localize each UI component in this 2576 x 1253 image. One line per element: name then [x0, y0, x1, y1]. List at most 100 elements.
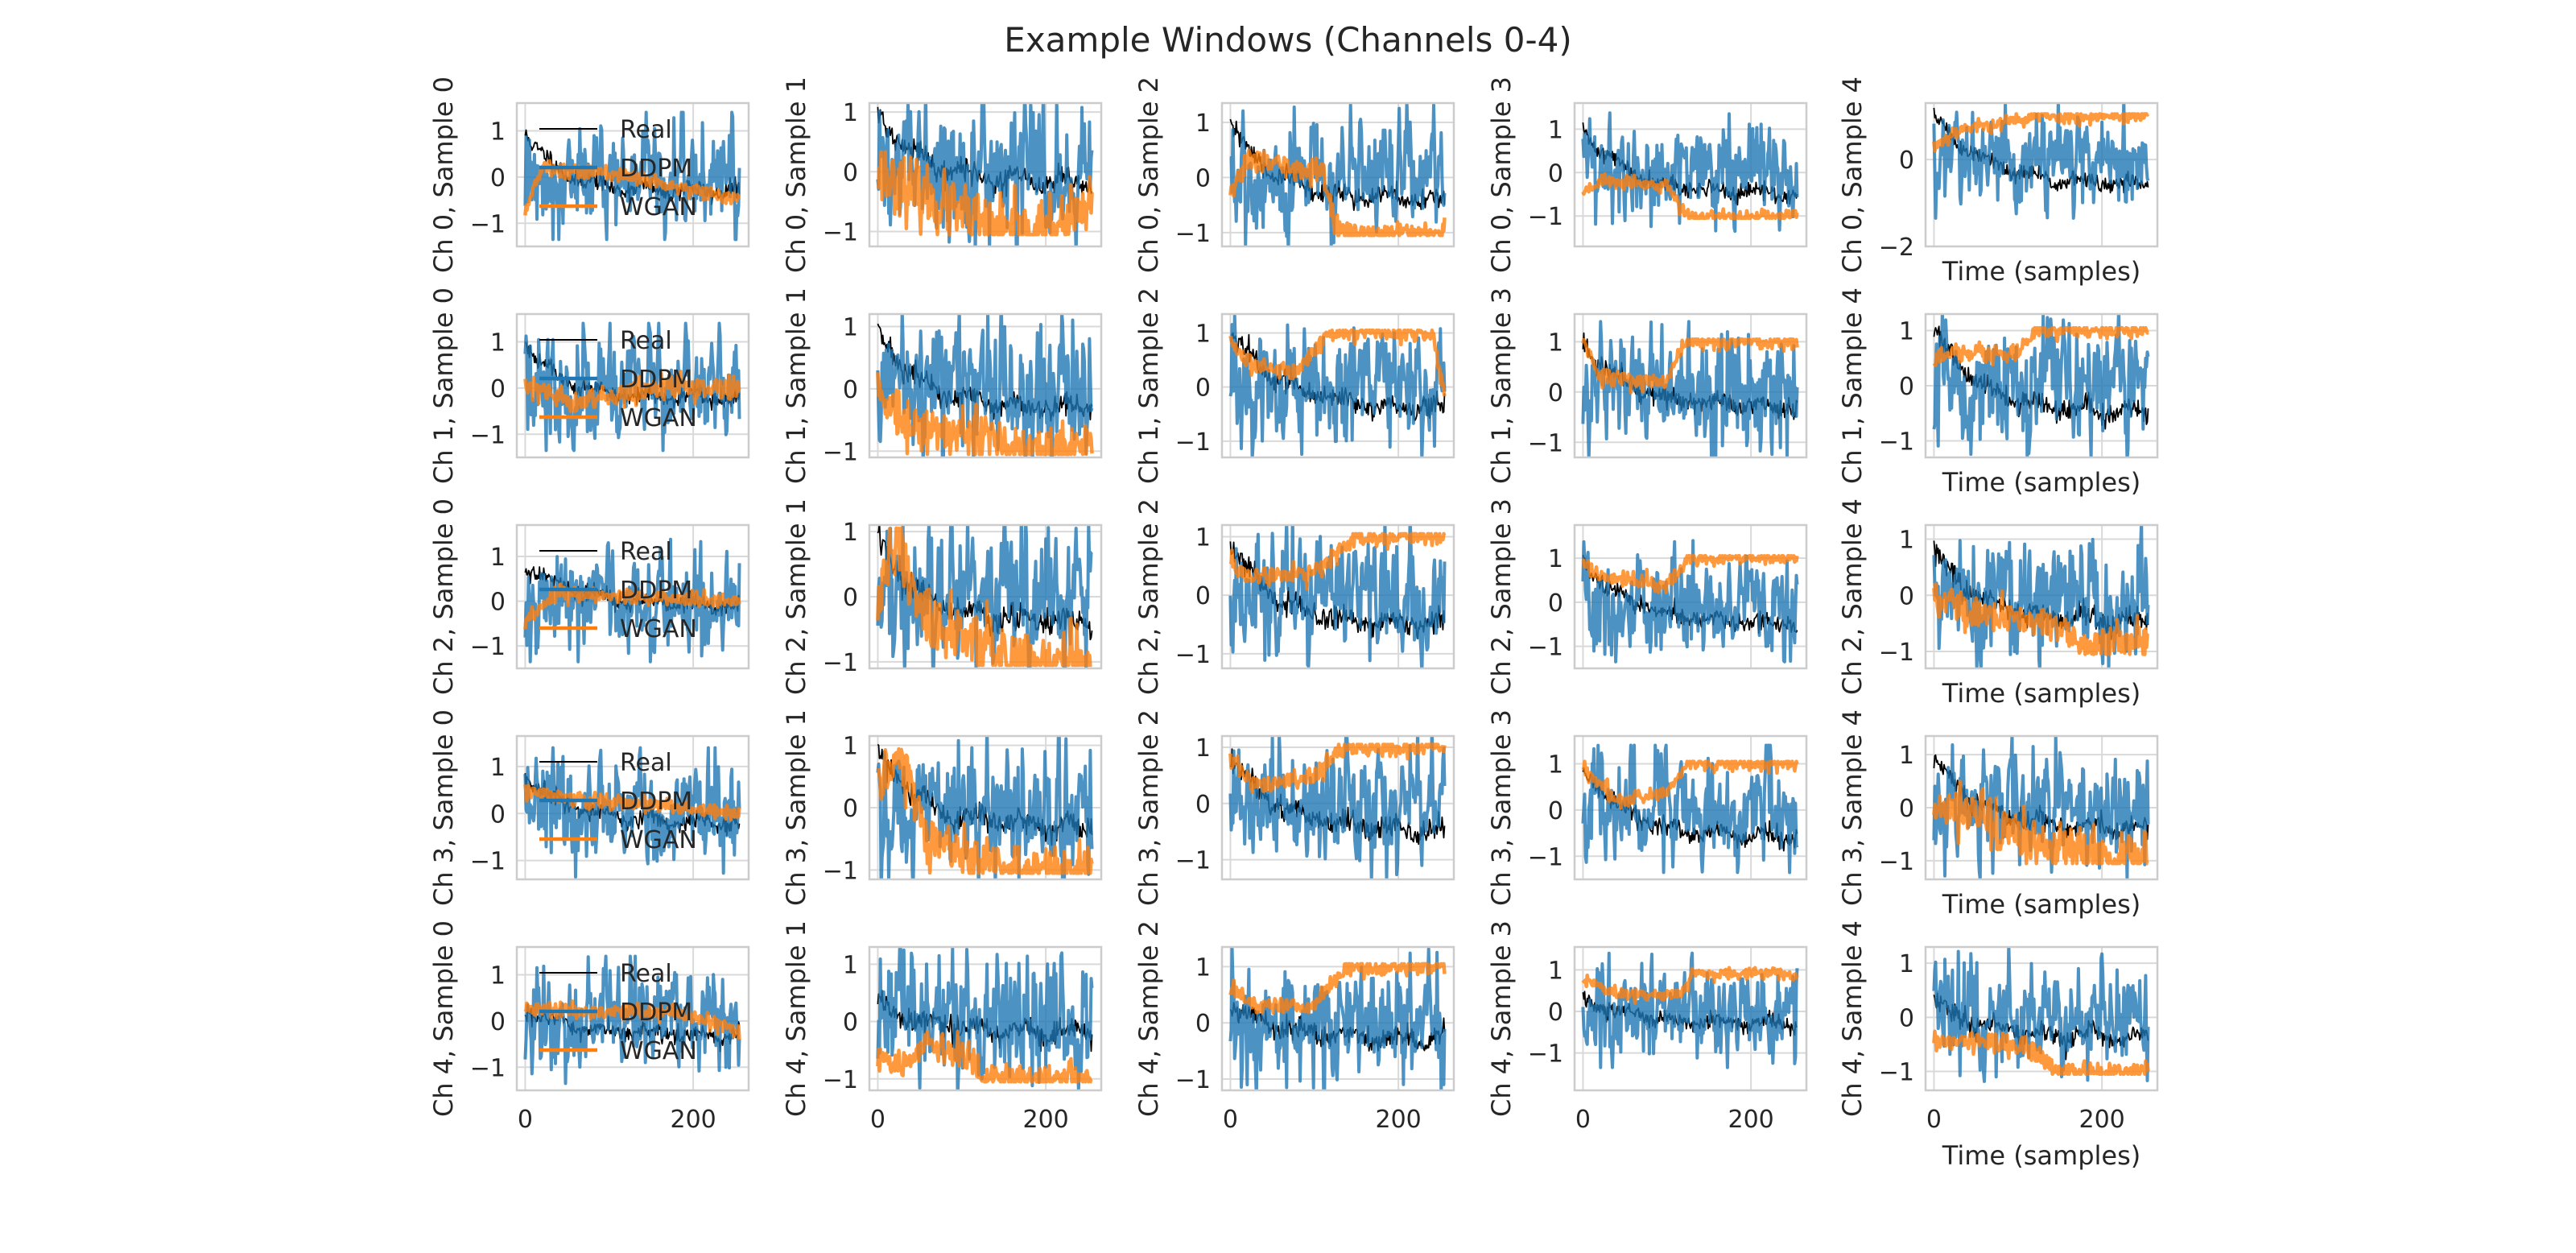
series-group — [523, 746, 741, 879]
y-tick-label: −1 — [1175, 847, 1211, 875]
y-axis-label: Ch 2, Sample 4 — [1837, 498, 1868, 695]
y-tick-label: 1 — [490, 544, 506, 572]
legend-label-wgan: WGAN — [620, 826, 697, 854]
series-ddpm-line — [876, 736, 1094, 879]
y-axis-label: Ch 1, Sample 4 — [1837, 287, 1868, 484]
series-wgan-line — [1932, 325, 2149, 368]
y-axis-label: Ch 0, Sample 1 — [781, 77, 811, 273]
y-tick-label: 0 — [490, 1008, 506, 1036]
y-tick-label: 1 — [490, 754, 506, 782]
legend-label-real: Real — [620, 960, 672, 988]
legend-label-wgan: WGAN — [620, 404, 697, 432]
series-ddpm-line — [1229, 103, 1447, 246]
x-tick-label: 0 — [1575, 1106, 1591, 1134]
series-wgan-line — [1228, 742, 1447, 794]
legend-label-ddpm: DDPM — [620, 999, 692, 1027]
subplot-panel: −1 0 1 Ch 2, Sample 1 — [781, 498, 1103, 695]
x-axis-label: Time (samples) — [1942, 256, 2140, 287]
series-wgan-line — [523, 999, 741, 1040]
y-tick-label: 0 — [1548, 999, 1563, 1027]
series-ddpm-line — [523, 321, 741, 453]
series-ddpm-line — [523, 110, 741, 242]
y-axis-label: Ch 4, Sample 4 — [1837, 920, 1868, 1117]
series-group — [876, 525, 1093, 668]
series-ddpm-line — [1932, 525, 2150, 668]
subplot-panel: −1 0 1 Ch 4, Sample 1 0 200 — [781, 920, 1103, 1134]
subplot-panel: −1 0 1 Ch 1, Sample 4 Time (samples) — [1837, 287, 2159, 498]
y-tick-label: 1 — [1548, 751, 1563, 779]
subplot-panel: −1 0 1 Ch 0, Sample 2 — [1133, 77, 1455, 273]
panel-frame — [1924, 734, 2159, 881]
panel-frame — [515, 523, 750, 670]
y-axis-label: Ch 3, Sample 1 — [781, 709, 811, 906]
panel-frame — [868, 523, 1103, 670]
subplot-panel: −1 0 1 Ch 3, Sample 0 Real DDPM WGAN — [428, 709, 750, 906]
subplot-panel: −1 0 1 Ch 3, Sample 2 — [1133, 709, 1455, 906]
panel-frame — [868, 312, 1103, 459]
y-tick-label: 0 — [1548, 159, 1563, 188]
y-tick-label: 0 — [1548, 589, 1563, 618]
series-wgan-line — [1932, 1029, 2150, 1077]
y-axis-label: Ch 2, Sample 2 — [1133, 498, 1164, 695]
y-tick-label: 1 — [490, 118, 506, 146]
y-axis-label: Ch 0, Sample 4 — [1837, 77, 1868, 273]
series-wgan-line — [523, 159, 741, 216]
series-wgan-line — [523, 582, 741, 630]
series-wgan-line — [877, 746, 1094, 875]
subplot-panel: −1 0 1 Ch 4, Sample 3 0 200 — [1486, 920, 1808, 1134]
subplot-panel: −1 0 1 Ch 0, Sample 1 — [781, 77, 1103, 273]
y-tick-label: −1 — [823, 1066, 858, 1094]
legend-label-real: Real — [620, 327, 672, 355]
subplot-panel: −1 0 1 Ch 3, Sample 1 — [781, 709, 1103, 906]
series-group — [876, 736, 1094, 879]
panel-frame — [1573, 312, 1808, 459]
series-wgan-line — [1581, 966, 1799, 1005]
subplot-panel: −1 0 1 Ch 0, Sample 0 Real DDPM WGAN — [428, 77, 750, 273]
y-tick-label: 0 — [843, 376, 858, 404]
legend: Real DDPM WGAN — [539, 538, 697, 643]
series-group — [1932, 947, 2150, 1083]
y-tick-label: 1 — [1195, 110, 1211, 138]
legend-label-ddpm: DDPM — [620, 366, 692, 394]
panel-frame — [1573, 101, 1808, 248]
y-tick-label: 0 — [1195, 164, 1211, 192]
series-ddpm-line — [1581, 951, 1799, 1069]
y-tick-label: 1 — [1899, 742, 1914, 770]
panel-frame — [868, 101, 1103, 248]
series-wgan-line — [876, 1029, 1093, 1084]
panel-frame — [1220, 945, 1455, 1092]
y-tick-label: 0 — [1195, 374, 1211, 403]
series-group — [1932, 314, 2150, 457]
series-group — [876, 947, 1094, 1090]
panel-frame — [1924, 312, 2159, 459]
series-wgan-line — [1932, 112, 2150, 153]
y-tick-label: 0 — [1548, 379, 1563, 407]
series-wgan-line — [1581, 554, 1799, 595]
subplot-grid: −1 0 1 Ch 0, Sample 0 Real DDPM WGAN −1 0 1 Ch 0, … — [428, 77, 2159, 1171]
y-tick-label: −1 — [1879, 428, 1914, 456]
subplot-panel: −1 0 1 Ch 2, Sample 4 Time (samples) — [1837, 498, 2159, 709]
subplot-panel: −2 0 Ch 0, Sample 4 Time (samples) — [1837, 77, 2159, 287]
subplot-panel: −1 0 1 Ch 4, Sample 4 0 200 Time (samples) — [1837, 920, 2159, 1171]
series-wgan-line — [1581, 172, 1799, 221]
legend: Real DDPM WGAN — [539, 960, 697, 1065]
y-tick-label: 0 — [1899, 373, 1914, 401]
y-tick-label: −1 — [823, 649, 858, 677]
legend-label-real: Real — [620, 749, 672, 777]
series-wgan-line — [1228, 961, 1447, 1015]
legend-label-real: Real — [620, 116, 672, 144]
x-axis-label: Time (samples) — [1942, 467, 2140, 498]
y-tick-label: −1 — [470, 421, 506, 449]
series-group — [876, 314, 1094, 457]
y-tick-label: 1 — [843, 519, 858, 547]
subplot-panel: −1 0 1 Ch 3, Sample 4 Time (samples) — [1837, 709, 2159, 920]
series-wgan-line — [876, 526, 1093, 668]
y-tick-label: 1 — [1195, 953, 1211, 982]
panel-frame — [1220, 523, 1455, 670]
y-tick-label: −1 — [823, 438, 858, 466]
panel-frame — [1220, 312, 1455, 459]
y-tick-label: 0 — [1195, 1010, 1211, 1038]
series-group — [1932, 103, 2150, 220]
y-tick-label: 0 — [843, 159, 858, 187]
